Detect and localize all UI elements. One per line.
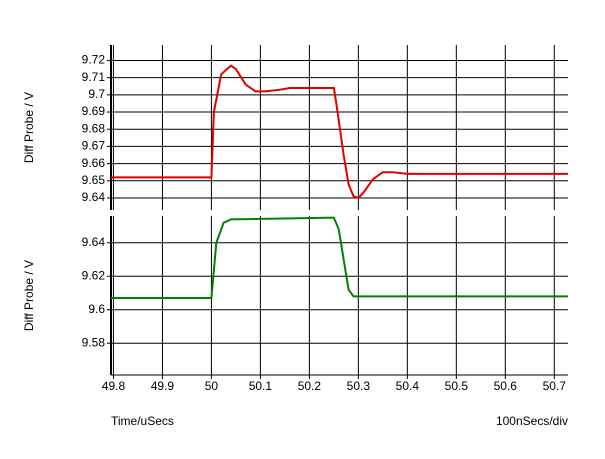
data-line [111, 64, 568, 200]
x-tick-label: 50.2 [298, 379, 322, 393]
y-axis-label: Diff Probe / V [22, 92, 36, 163]
y-tick-label: 9.68 [82, 121, 106, 135]
y-axis-label: Diff Probe / V [22, 260, 36, 331]
y-tick-label: 9.64 [82, 235, 106, 249]
y-tick-label: 9.72 [82, 53, 106, 67]
y-tick-label: 9.71 [82, 70, 106, 84]
y-tick-label: 9.58 [82, 335, 106, 349]
x-tick-label: 49.9 [151, 379, 175, 393]
x-tick-label: 49.8 [102, 379, 126, 393]
y-tick-label: 9.6 [88, 302, 105, 316]
x-tick-label: 50.7 [543, 379, 567, 393]
x-tick-label: 50 [205, 379, 219, 393]
y-tick-label: 9.69 [82, 104, 106, 118]
y-tick-label: 9.65 [82, 173, 106, 187]
y-tick-label: 9.67 [82, 139, 106, 153]
y-tick-label: 9.7 [88, 87, 105, 101]
x-tick-label: 50.4 [396, 379, 420, 393]
y-tick-label: 9.64 [82, 190, 106, 204]
x-tick-label: 50.5 [445, 379, 469, 393]
y-tick-label: 9.62 [82, 268, 106, 282]
x-tick-label: 50.6 [494, 379, 518, 393]
data-line [111, 216, 568, 300]
x-tick-label: 50.3 [347, 379, 371, 393]
x-axis-label: Time/uSecs [111, 414, 174, 428]
annotation: 100nSecs/div [496, 414, 568, 428]
x-tick-label: 50.1 [249, 379, 273, 393]
y-tick-label: 9.66 [82, 156, 106, 170]
